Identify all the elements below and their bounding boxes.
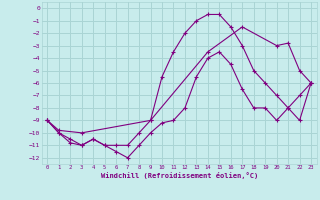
X-axis label: Windchill (Refroidissement éolien,°C): Windchill (Refroidissement éolien,°C) [100, 172, 258, 179]
